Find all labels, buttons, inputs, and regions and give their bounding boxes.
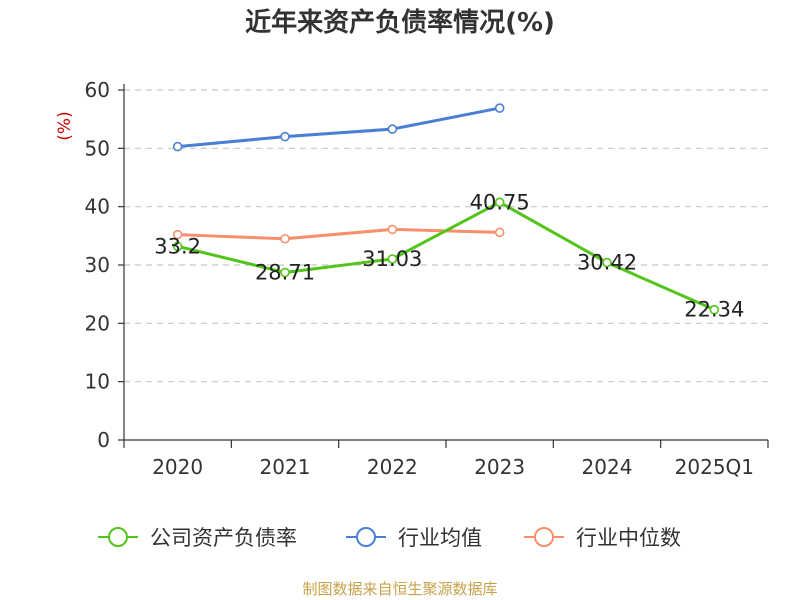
data-point (172, 229, 183, 240)
data-label: 28.71 (255, 261, 315, 285)
legend: 公司资产负债率 行业均值 行业中位数 (98, 526, 681, 550)
data-point (172, 241, 183, 252)
data-point (709, 304, 720, 315)
series-line (177, 227, 500, 241)
x-tick-label: 2025Q1 (675, 455, 754, 479)
x-tick-label: 2020 (152, 455, 203, 479)
data-point (494, 103, 505, 113)
series-line (177, 106, 500, 149)
data-point (280, 131, 290, 142)
data-label: 40.75 (470, 190, 530, 214)
y-tick-label: 20 (85, 311, 110, 335)
data-point (387, 254, 398, 264)
data-point (387, 124, 398, 134)
y-axis-label: (%) (55, 111, 75, 140)
y-tick-label: 30 (85, 253, 110, 277)
x-tick-label: 2023 (474, 455, 525, 479)
data-label: 30.42 (577, 251, 637, 275)
series-line (177, 200, 715, 312)
legend-marker (108, 527, 128, 547)
data-label: 31.03 (362, 247, 422, 271)
data-point (172, 141, 183, 152)
legend-marker (356, 527, 376, 547)
data-point (494, 227, 505, 238)
legend-label: 行业中位数 (576, 526, 681, 550)
legend-marker (534, 527, 554, 547)
legend-label: 行业均值 (398, 526, 482, 550)
y-tick-label: 0 (97, 428, 110, 452)
y-tick-label: 40 (85, 195, 110, 219)
data-point (387, 224, 398, 235)
data-labels: 33.2 28.71 31.03 40.75 30.42 22.34 (154, 190, 744, 321)
legend-label: 公司资产负债率 (150, 526, 297, 550)
data-point (280, 233, 290, 244)
source-note: 制图数据来自恒生聚源数据库 (302, 580, 498, 598)
x-tick-label: 2021 (260, 455, 311, 479)
y-tick-label: 10 (85, 370, 110, 394)
data-label: 22.34 (684, 298, 744, 322)
axes: 0 10 20 30 40 50 60 2020 2021 2022 2023 2024 2025Q1 (… (55, 78, 769, 479)
y-tick-label: 50 (85, 136, 110, 160)
series-lines (172, 103, 720, 315)
data-point (494, 197, 505, 208)
x-tick-label: 2024 (582, 455, 633, 479)
data-point (602, 257, 612, 268)
y-tick-label: 60 (85, 78, 110, 102)
x-tick-label: 2022 (367, 455, 418, 479)
data-point (280, 267, 290, 278)
chart-title: 近年来资产负债率情况(%) (245, 8, 555, 38)
data-label: 33.2 (154, 234, 201, 258)
grid-lines (124, 89, 768, 383)
